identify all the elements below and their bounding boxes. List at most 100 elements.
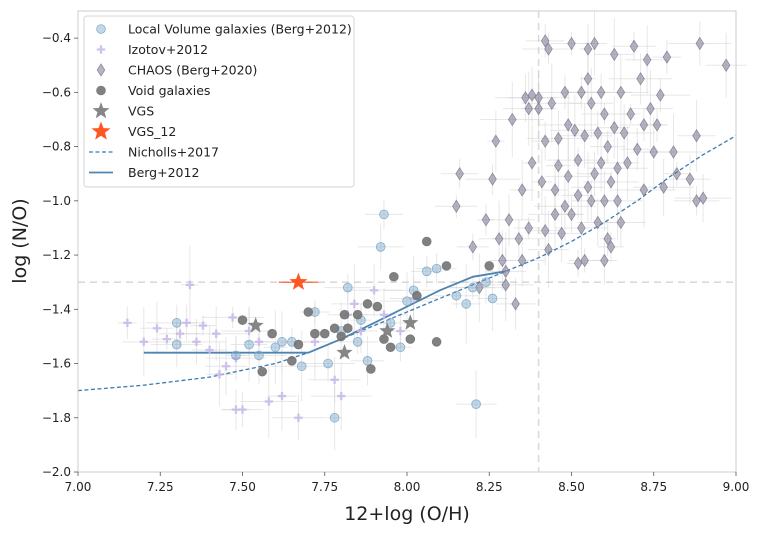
data-point [342, 282, 353, 293]
data-point [656, 88, 665, 102]
data-point [550, 207, 560, 222]
data-point [508, 112, 517, 127]
data-point [626, 107, 635, 121]
data-point [452, 199, 461, 213]
x-axis-label: 12+log (O/H) [344, 503, 470, 525]
data-point [431, 337, 442, 347]
data-point [323, 358, 333, 369]
data-point [577, 85, 586, 100]
legend-label: Void galaxies [128, 83, 210, 98]
data-point [600, 194, 609, 208]
data-point [336, 344, 353, 360]
data-point [586, 194, 596, 208]
data-point [573, 256, 583, 270]
data-point [257, 366, 268, 377]
data-point [468, 240, 478, 254]
data-point [310, 328, 320, 339]
data-point [593, 215, 603, 230]
data-point [330, 375, 339, 384]
x-tick-label: 7.00 [65, 480, 92, 494]
data-point [494, 232, 504, 246]
data-point [395, 342, 406, 353]
data-point [600, 107, 609, 121]
data-point [171, 339, 182, 350]
data-point [339, 309, 350, 320]
legend-box [83, 15, 355, 188]
data-point [698, 191, 708, 205]
legend-marker-swatch [96, 85, 106, 96]
legend-label: VGS_12 [128, 124, 176, 139]
legend-marker-swatch [96, 45, 106, 54]
data-point [652, 118, 662, 132]
data-point [560, 85, 570, 100]
data-point [501, 278, 510, 292]
data-point [356, 326, 366, 336]
data-point [692, 194, 701, 208]
data-point [609, 47, 619, 62]
data-point [385, 342, 396, 353]
legend-label: CHAOS (Berg+2020) [128, 63, 257, 78]
data-point [527, 156, 537, 170]
legend-marker-swatch [96, 24, 106, 34]
data-point [517, 253, 527, 268]
x-tick-label: 7.25 [147, 480, 174, 494]
data-point [375, 242, 386, 252]
data-point [247, 317, 264, 333]
data-point [277, 337, 287, 347]
data-point [310, 337, 320, 347]
data-point [337, 391, 346, 401]
series-2-markers [452, 34, 731, 311]
series-4-markers [247, 314, 419, 360]
legend-entry: VGS_12 [91, 121, 176, 140]
data-point [192, 337, 201, 347]
data-point [296, 361, 307, 372]
legend-entry: CHAOS (Berg+2020) [96, 63, 257, 78]
data-point [524, 221, 534, 235]
data-point [619, 126, 629, 140]
legend-label: Local Volume galaxies (Berg+2012) [128, 22, 352, 37]
data-point [287, 356, 297, 366]
data-point [511, 297, 520, 311]
data-point [613, 161, 622, 176]
series-layer [77, 11, 747, 450]
data-point [362, 356, 373, 366]
data-point [649, 145, 659, 159]
data-point [583, 72, 593, 86]
y-tick-label: −0.6 [42, 85, 71, 99]
legend-label: VGS [128, 104, 154, 119]
data-point [537, 175, 547, 189]
legend-marker-swatch [96, 63, 106, 77]
data-point [294, 413, 303, 422]
data-point [254, 350, 264, 361]
data-point [623, 156, 632, 170]
data-point [616, 215, 626, 230]
data-point [721, 58, 731, 72]
data-point [352, 309, 363, 320]
data-point [270, 342, 281, 353]
data-point [540, 134, 550, 148]
data-point [596, 85, 606, 100]
data-point [669, 145, 678, 159]
y-axis-label: log (N/O) [9, 198, 31, 283]
x-tick-label: 8.25 [476, 480, 503, 494]
data-point [583, 180, 593, 195]
series-1-markers [123, 280, 418, 422]
data-point [182, 318, 191, 328]
legend-label: Berg+2012 [128, 165, 199, 180]
data-point [554, 131, 563, 146]
y-tick-label: −0.4 [42, 31, 71, 45]
data-point [369, 286, 379, 295]
data-point [540, 34, 550, 48]
data-point [481, 277, 491, 287]
series-line-7 [143, 270, 506, 354]
data-point [402, 314, 419, 330]
data-point [329, 412, 340, 423]
x-tick-label: 8.00 [394, 480, 421, 494]
data-point [171, 318, 182, 328]
data-point [514, 232, 524, 246]
y-tick-label: −1.4 [42, 302, 71, 316]
data-point [123, 318, 132, 328]
data-point [237, 315, 248, 325]
data-point [600, 253, 609, 268]
